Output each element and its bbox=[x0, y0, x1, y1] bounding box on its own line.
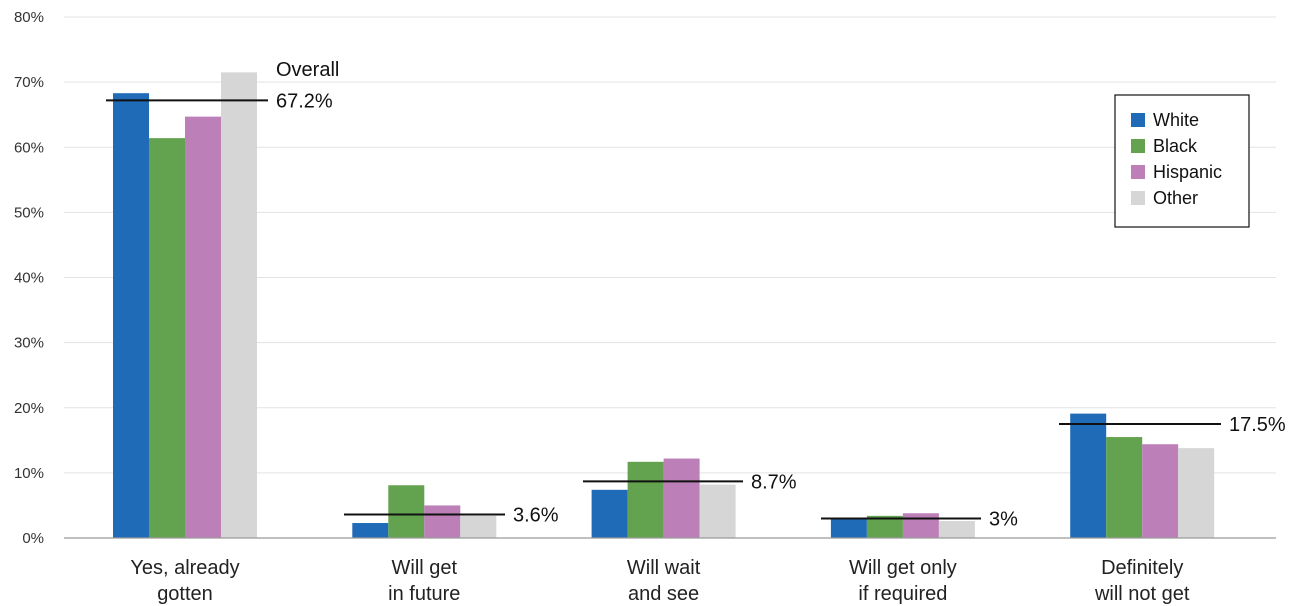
overall-value-label-1: 3.6% bbox=[513, 505, 559, 527]
bar-black-0 bbox=[149, 138, 185, 538]
bar-hispanic-0 bbox=[185, 116, 221, 539]
y-tick-label: 80% bbox=[14, 9, 44, 26]
gridlines bbox=[64, 16, 1276, 474]
bar-black-3 bbox=[866, 515, 903, 538]
bar-white-4 bbox=[1070, 413, 1107, 538]
legend: White Black Hispanic Other bbox=[1114, 94, 1250, 228]
overall-value-label-3: 3% bbox=[989, 508, 1018, 530]
overall-value-label-2: 8.7% bbox=[751, 471, 797, 493]
bar-hispanic-1 bbox=[424, 505, 461, 538]
x-category-label: Yes, already gotten bbox=[130, 557, 239, 605]
overall-title: Overall bbox=[276, 59, 339, 81]
overall-value-label-0: 67.2% bbox=[276, 90, 333, 112]
overall-markers: 67.2% 3.6% 8.7% 3% 17.5% Overall bbox=[106, 59, 1286, 530]
bar-hispanic-2 bbox=[663, 458, 700, 538]
y-axis: 0% 10% 20% 30% 40% 50% 60% 70% 80% bbox=[14, 9, 44, 547]
legend-label-white: White bbox=[1153, 110, 1199, 130]
y-tick-label: 60% bbox=[14, 139, 44, 156]
bar-white-3 bbox=[830, 518, 867, 538]
bar-black-4 bbox=[1106, 437, 1143, 538]
legend-swatch-other bbox=[1131, 191, 1145, 205]
y-tick-label: 30% bbox=[14, 335, 44, 352]
legend-label-black: Black bbox=[1153, 136, 1198, 156]
y-tick-label: 50% bbox=[14, 204, 44, 221]
bar-other-3 bbox=[938, 521, 975, 538]
bar-other-1 bbox=[460, 515, 497, 538]
bar-other-4 bbox=[1178, 448, 1215, 538]
y-tick-label: 10% bbox=[14, 465, 44, 482]
bar-white-0 bbox=[113, 93, 149, 538]
bar-white-2 bbox=[591, 489, 628, 538]
bar-black-1 bbox=[388, 485, 425, 538]
y-tick-label: 40% bbox=[14, 270, 44, 287]
x-category-label: Will get in future bbox=[388, 557, 460, 605]
bar-hispanic-3 bbox=[902, 513, 939, 538]
y-tick-label: 20% bbox=[14, 400, 44, 417]
y-tick-label: 0% bbox=[22, 530, 44, 547]
x-category-label: Will get only if required bbox=[849, 557, 957, 605]
x-category-label: Definitely will not get bbox=[1094, 557, 1190, 605]
bars bbox=[113, 72, 1215, 539]
y-tick-label: 70% bbox=[14, 74, 44, 91]
legend-swatch-black bbox=[1131, 139, 1145, 153]
legend-label-hispanic: Hispanic bbox=[1153, 162, 1222, 182]
bar-white-1 bbox=[352, 523, 389, 538]
legend-swatch-white bbox=[1131, 113, 1145, 127]
bar-other-0 bbox=[221, 72, 257, 538]
x-category-label: Will wait and see bbox=[627, 557, 701, 605]
x-axis: Yes, already gotten Will get in future Will … bbox=[64, 537, 1276, 605]
legend-swatch-hispanic bbox=[1131, 165, 1145, 179]
legend-label-other: Other bbox=[1153, 188, 1198, 208]
bar-black-2 bbox=[627, 461, 664, 538]
overall-value-label-4: 17.5% bbox=[1229, 414, 1286, 436]
bar-other-2 bbox=[699, 484, 736, 538]
bar-hispanic-4 bbox=[1142, 444, 1179, 538]
